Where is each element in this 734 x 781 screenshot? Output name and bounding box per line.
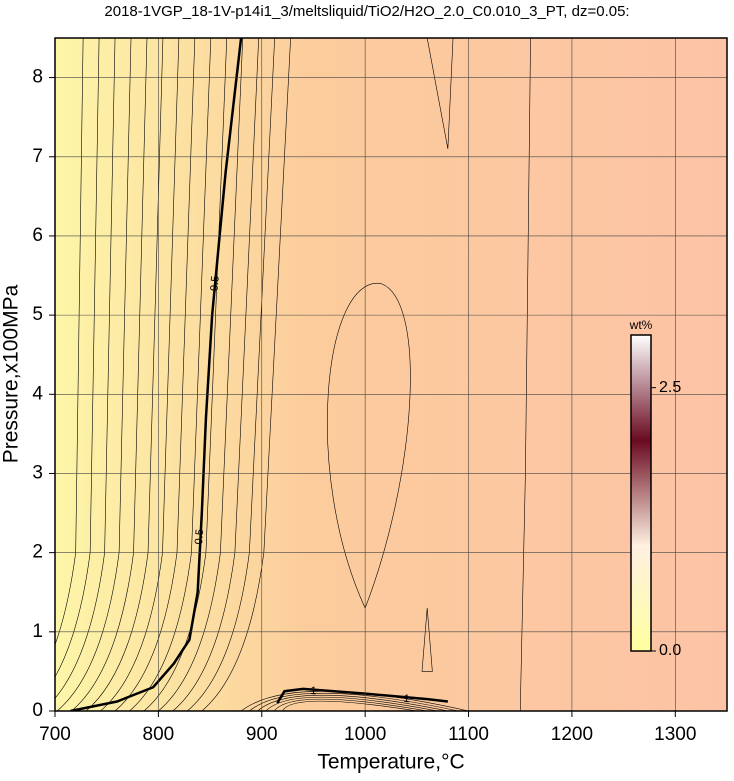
x-tick-label: 1200 (551, 724, 593, 745)
minor-contour (158, 38, 244, 711)
contour-label: 0.5 (193, 529, 206, 545)
minor-contour (55, 38, 100, 678)
y-tick-label: 7 (32, 146, 43, 167)
minor-contour (114, 38, 196, 711)
y-tick-label: 0 (32, 700, 43, 721)
minor-contour (55, 38, 84, 646)
y-tick-label: 8 (32, 67, 43, 88)
minor-contour (265, 696, 438, 711)
minor-contour (172, 38, 260, 711)
x-tick-label: 1000 (344, 724, 386, 745)
minor-contour (273, 698, 428, 711)
y-tick-label: 6 (32, 225, 43, 246)
y-tick-label: 5 (32, 304, 43, 325)
x-tick-label: 900 (246, 724, 278, 745)
colorbar-tick-label: 0.0 (659, 642, 681, 659)
minor-contour (327, 283, 411, 609)
x-axis-label: Temperature,°C (317, 751, 464, 774)
x-tick-label: 800 (143, 724, 175, 745)
x-tick-label: 1300 (654, 724, 696, 745)
minor-contour (100, 38, 180, 711)
minor-contour (282, 700, 417, 711)
contour-label: 1 (310, 685, 317, 697)
x-tick-label: 700 (39, 724, 71, 745)
y-axis-label: Pressure,x100MPa (0, 284, 23, 463)
contour-field (55, 38, 727, 711)
y-tick-label: 3 (32, 462, 43, 483)
minor-contour (85, 38, 164, 711)
minor-contour (71, 38, 148, 711)
minor-contour (56, 38, 132, 711)
contour-line (70, 38, 243, 711)
colorbar-tick-label: 2.5 (659, 379, 681, 396)
chart-title: 2018-1VGP_18-1V-p14i1_3/meltsliquid/TiO2… (104, 3, 629, 20)
minor-contour (187, 38, 275, 711)
y-tick-label: 2 (32, 542, 43, 563)
contour-label: 0.5 (209, 275, 222, 291)
minor-contour (426, 38, 454, 149)
x-tick-label: 1100 (448, 724, 489, 745)
contour-label: 1 (403, 693, 410, 705)
minor-contour (129, 38, 212, 711)
colorbar-label: wt% (629, 318, 653, 332)
minor-contour (257, 694, 448, 711)
contour-line (276, 687, 449, 704)
minor-contour (421, 608, 433, 672)
y-tick-label: 4 (32, 383, 43, 404)
minor-contour (55, 38, 116, 699)
y-tick-label: 1 (32, 621, 43, 642)
colorbar (630, 334, 652, 652)
plot-frame (54, 37, 728, 712)
